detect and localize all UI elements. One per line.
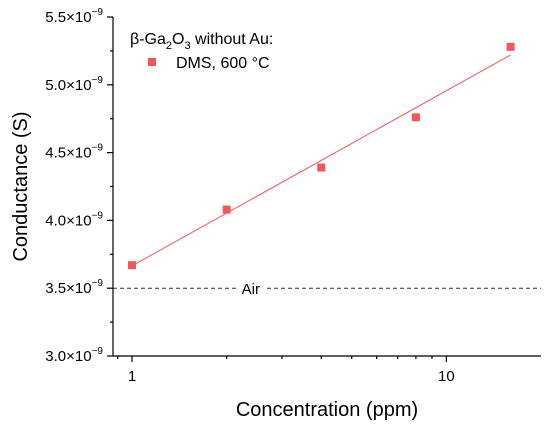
data-point-2: [222, 205, 231, 214]
y-tick-label-4: 4.5×10−9: [45, 143, 103, 162]
x-axis-title: Concentration (ppm): [236, 399, 418, 421]
reference-label-bg: [237, 279, 264, 297]
y-tick-label-1: 3.0×10−9: [45, 346, 103, 365]
y-tick-label-2: 3.5×10−9: [45, 278, 103, 297]
y-axis-title: Conductance (S): [10, 111, 32, 261]
legend-title: β-Ga2O3 without Au:: [130, 31, 273, 52]
legend-marker: [148, 58, 156, 66]
data-point-5: [506, 42, 515, 51]
fit-line: [131, 54, 511, 267]
y-tick-label-3: 4.0×10−9: [45, 210, 103, 229]
y-tick-label-6: 5.5×10−9: [45, 7, 103, 26]
data-point-4: [411, 113, 420, 122]
data-point-3: [317, 163, 326, 172]
x-tick-label-1: 1: [128, 368, 136, 385]
x-tick-label-2: 10: [438, 368, 455, 385]
reference-label-air: Air: [242, 281, 260, 298]
data-point-1: [128, 261, 137, 270]
legend-label: DMS, 600 °C: [176, 55, 270, 72]
y-tick-label-5: 5.0×10−9: [45, 75, 103, 94]
